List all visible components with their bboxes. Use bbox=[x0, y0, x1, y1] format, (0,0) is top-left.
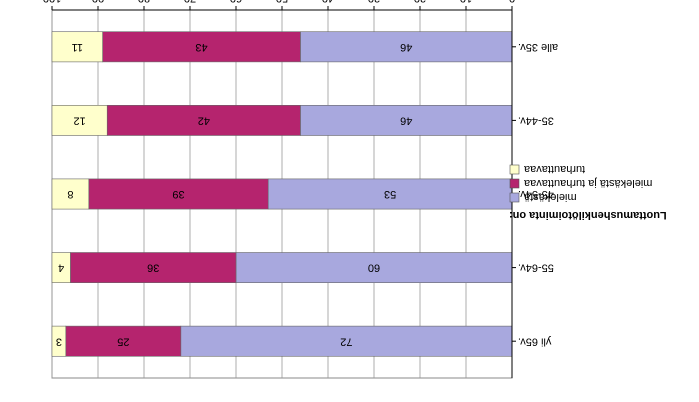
legend-label: turhauttavaa bbox=[523, 163, 585, 175]
x-tick-label: 10 bbox=[460, 0, 472, 4]
x-tick-label: 90 bbox=[92, 0, 104, 4]
data-label: 72 bbox=[340, 335, 352, 347]
legend-title: Luottamushenkilötoiminta on: bbox=[509, 209, 667, 221]
data-label: 36 bbox=[147, 262, 159, 274]
x-tick-label: 50 bbox=[276, 0, 288, 4]
bar-segment bbox=[51, 31, 103, 63]
bar-segment bbox=[70, 252, 237, 283]
bar-segment bbox=[102, 31, 301, 63]
bar-segment bbox=[267, 178, 513, 210]
bar-segment bbox=[51, 178, 90, 210]
data-label: 43 bbox=[195, 41, 207, 53]
bar-segment bbox=[235, 252, 513, 283]
data-label: 11 bbox=[72, 41, 83, 53]
x-tick-label: 20 bbox=[414, 0, 426, 4]
legend-swatch bbox=[509, 192, 520, 203]
data-label: 39 bbox=[172, 188, 184, 200]
data-label: 3 bbox=[56, 335, 62, 347]
bar-segment bbox=[300, 31, 513, 63]
bar-segment bbox=[180, 325, 513, 357]
data-label: 53 bbox=[384, 188, 396, 200]
data-label: 46 bbox=[400, 114, 412, 126]
x-tick-label: 0 bbox=[509, 0, 515, 4]
data-label: 42 bbox=[198, 114, 210, 126]
bar-segment bbox=[88, 178, 269, 210]
data-label: 25 bbox=[117, 335, 129, 347]
data-label: 60 bbox=[368, 262, 380, 274]
category-label: 45-54v. bbox=[518, 188, 554, 200]
data-label: 46 bbox=[400, 41, 412, 53]
x-tick-label: 60 bbox=[230, 0, 242, 4]
bar-segment bbox=[300, 105, 513, 136]
x-tick-label: 80 bbox=[138, 0, 150, 4]
data-label: 4 bbox=[58, 262, 64, 274]
bar-segment bbox=[106, 105, 301, 136]
legend: Luottamushenkilötoiminta on: mielekästä m… bbox=[509, 163, 667, 221]
category-label: 55-64v. bbox=[518, 262, 554, 274]
bar-segment bbox=[51, 325, 67, 357]
x-tick-label: 30 bbox=[368, 0, 380, 4]
x-tick-label: 100 bbox=[43, 0, 61, 4]
data-label: 12 bbox=[73, 114, 85, 126]
x-tick-label: 40 bbox=[322, 0, 334, 4]
data-label: 8 bbox=[67, 188, 73, 200]
category-label: yli 65v. bbox=[518, 335, 551, 347]
bars-layer: 72 25 3 60 36 4 53 39 8 46 42 12 46 43 11 bbox=[51, 31, 513, 357]
legend-swatch bbox=[509, 164, 520, 175]
bar-segment bbox=[51, 252, 71, 283]
category-label: 35-44v. bbox=[518, 114, 554, 126]
x-tick-label: 70 bbox=[184, 0, 196, 4]
legend-label: mielekästä bbox=[523, 191, 576, 203]
bar-segment bbox=[51, 105, 108, 136]
legend-label: mielekästä ja turhauttavaa bbox=[523, 177, 652, 189]
legend-swatch bbox=[509, 178, 520, 189]
category-label: alle 35v. bbox=[518, 41, 558, 53]
